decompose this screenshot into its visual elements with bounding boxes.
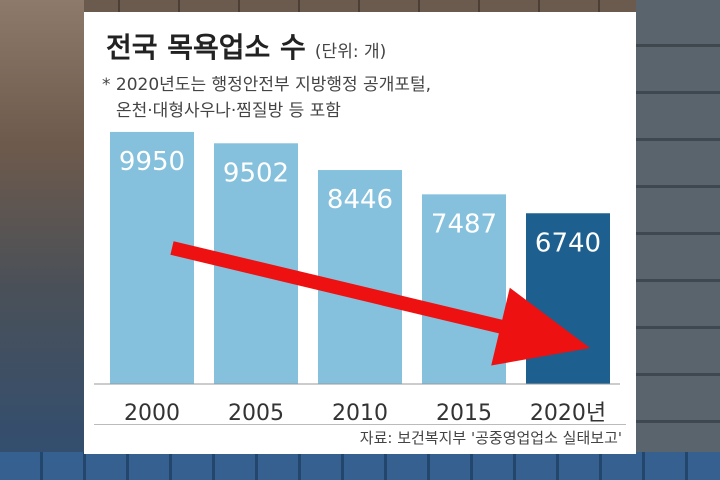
title-row: 전국 목욕업소 수 (단위: 개)	[106, 26, 386, 66]
x-tick-label-2015: 2015	[436, 401, 492, 426]
value-label-2010: 8446	[327, 185, 393, 215]
chart-panel: 전국 목욕업소 수 (단위: 개) * 2020년도는 행정안전부 지방행정 공…	[84, 12, 636, 454]
trend-arrow	[170, 241, 590, 366]
bar-2015	[422, 194, 506, 384]
background-right	[636, 0, 720, 480]
bar-2000	[110, 131, 194, 384]
value-label-2005: 9502	[223, 158, 289, 188]
value-label-2015: 7487	[431, 209, 497, 239]
x-tick-label-2005: 2005	[228, 401, 284, 426]
chart-title: 전국 목욕업소 수	[106, 31, 306, 64]
unit-label: (단위: 개)	[314, 42, 387, 62]
source-note: 자료: 보건복지부 '공중영업업소 실태보고'	[359, 429, 622, 447]
footnote-line-2: 온천·대형사우나·찜질방 등 포함	[116, 101, 341, 121]
background-left	[0, 0, 84, 480]
footnote-line-1: * 2020년도는 행정안전부 지방행정 공개포털,	[102, 75, 432, 95]
bar-2010	[318, 170, 402, 384]
x-tick-label-2000: 2000	[124, 401, 180, 426]
value-label-2020년: 6740	[535, 228, 601, 258]
footnote: * 2020년도는 행정안전부 지방행정 공개포털, 온천·대형사우나·찜질방 …	[102, 72, 622, 124]
x-tick-label-2010: 2010	[332, 401, 388, 426]
background-tiles	[0, 452, 720, 480]
x-tick-label-2020년: 2020년	[530, 401, 606, 426]
bar-chart: 9950 2000 9502 2005 8446 2010 7487 2015 6740 2020…	[94, 131, 620, 426]
source-divider	[94, 424, 626, 425]
value-label-2000: 9950	[119, 147, 185, 177]
